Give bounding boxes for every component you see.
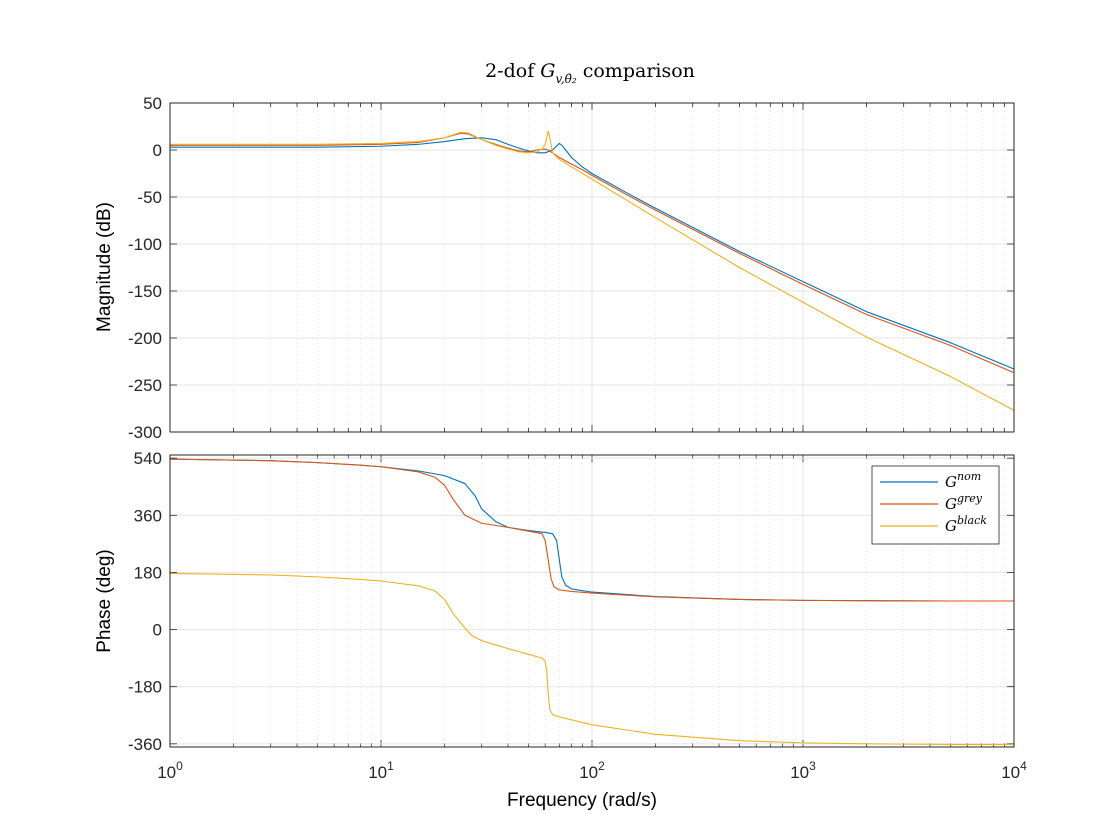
magnitude-y-tick-label: -250 (128, 376, 162, 395)
magnitude-y-label: Magnitude (dB) (94, 202, 115, 332)
frequency-x-tick-label: 101 (368, 759, 394, 782)
phase-y-ticks: 540 360 180 0 -180 -360 (128, 449, 162, 754)
magnitude-y-tick-label: -300 (128, 423, 162, 442)
phase-lines (169, 458, 1014, 746)
phase-y-tick-label: -360 (128, 735, 162, 754)
legend-box (871, 465, 1000, 545)
phase-series-black (169, 572, 1014, 746)
magnitude-series-black (170, 130, 1015, 411)
magnitude-y-ticks: 50 0 -50 -100 -150 -200 -250 -300 (128, 94, 162, 442)
phase-axes-box (169, 454, 1015, 748)
x-axis-label: Frequency (rad/s) (507, 790, 657, 811)
frequency-x-tick-label: 100 (157, 759, 183, 782)
phase-y-tick-label: 360 (134, 506, 162, 525)
magnitude-y-tick-label: -50 (137, 188, 162, 207)
phase-y-tick-label: 0 (153, 621, 162, 640)
frequency-x-tick-label: 104 (1001, 759, 1027, 782)
frequency-x-tick-label: 103 (790, 759, 816, 782)
magnitude-y-tick-label: 0 (153, 141, 162, 160)
legend-label-black: Gblack (945, 514, 987, 535)
phase-y-tick-label: -180 (128, 678, 162, 697)
magnitude-axes-box (169, 102, 1015, 433)
magnitude-y-tick-label: 50 (143, 94, 162, 113)
magnitude-panel: 50 0 -50 -100 -150 -200 -250 -300 Magnitude (dB… (94, 94, 1015, 442)
magnitude-y-tick-label: -100 (128, 235, 162, 254)
phase-y-label: Phase (deg) (94, 549, 115, 653)
phase-y-tick-label: 540 (134, 449, 162, 468)
phase-y-tick-label: 180 (134, 563, 162, 582)
legend-label-grey: Ggrey (945, 492, 983, 513)
magnitude-y-tick-label: -200 (128, 329, 162, 348)
magnitude-y-tick-label: -150 (128, 282, 162, 301)
frequency-x-ticks: 100 101 102 103 104 (157, 759, 1027, 782)
legend-label-nom: Gnom (945, 470, 981, 491)
magnitude-lines (170, 130, 1015, 411)
chart-title: 2-dof Gv,θ̇₂ comparison (485, 60, 695, 86)
frequency-x-tick-label: 102 (579, 759, 605, 782)
phase-series-grey (169, 458, 1014, 602)
